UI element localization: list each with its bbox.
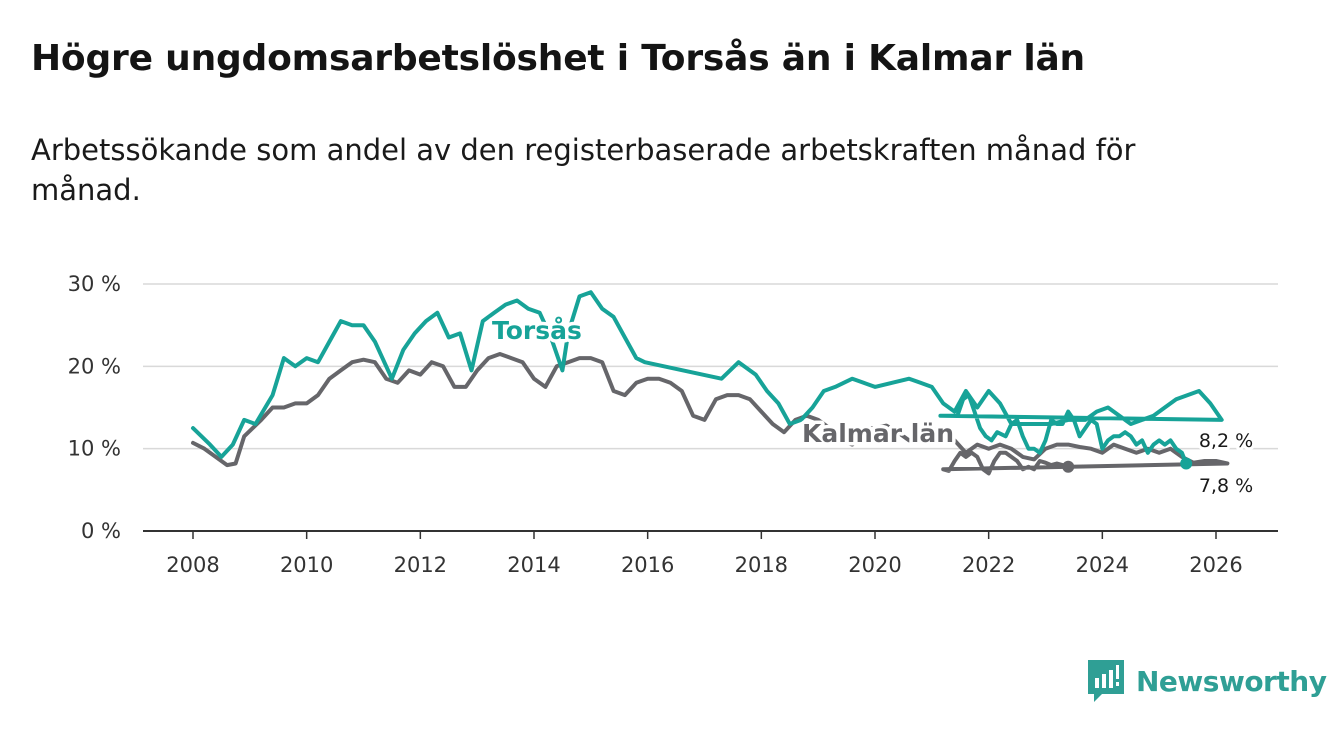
series-label-torsas: Torsås — [492, 316, 582, 345]
chart-subtitle: Arbetssökande som andel av den registerb… — [31, 133, 1136, 207]
x-tick-label: 2020 — [848, 553, 901, 577]
x-tick-label: 2016 — [621, 553, 674, 577]
x-tick-label: 2012 — [394, 553, 447, 577]
series-lines — [191, 290, 1230, 476]
brand-logo: Newsworthy — [1088, 660, 1327, 702]
x-tick-label: 2014 — [507, 553, 560, 577]
series-line-torsas — [191, 290, 1224, 466]
y-tick-label: 20 % — [68, 354, 121, 378]
grid-lines — [143, 283, 1278, 450]
end-label-kalmar-halo: 7,8 % — [1199, 475, 1253, 497]
x-tick-label: 2022 — [962, 553, 1015, 577]
series-label-kalmar-halo: Kalmar län — [802, 419, 954, 448]
end-label-torsas-halo: 8,2 % — [1199, 430, 1253, 452]
y-tick-label: 0 % — [81, 519, 121, 543]
chart-title: Högre ungdomsarbetslöshet i Torsås än i … — [31, 38, 1085, 79]
newsworthy-icon — [1088, 660, 1124, 702]
axes: 0 % 10 % 20 % 30 % 2008 2010 2012 2014 2016 2018 2… — [68, 272, 1278, 577]
x-tick-label: 2008 — [166, 553, 219, 577]
end-label-kalmar: 7,8 % — [1199, 475, 1253, 497]
brand-name: Newsworthy — [1136, 664, 1327, 698]
series-label-kalmar: Kalmar län — [802, 419, 954, 448]
series-end-marker — [1062, 460, 1075, 473]
series-line-kalmar-lan — [191, 352, 1230, 476]
end-label-torsas: 8,2 % — [1199, 430, 1253, 452]
x-tick-label: 2018 — [735, 553, 788, 577]
y-tick-label: 30 % — [68, 272, 121, 296]
x-tick-label: 2010 — [280, 553, 333, 577]
x-tick-label: 2024 — [1076, 553, 1129, 577]
x-tick-label: 2026 — [1189, 553, 1242, 577]
series-label-torsas-halo: Torsås — [492, 316, 582, 345]
series-end-marker — [1180, 457, 1193, 470]
y-tick-label: 10 % — [68, 437, 121, 461]
